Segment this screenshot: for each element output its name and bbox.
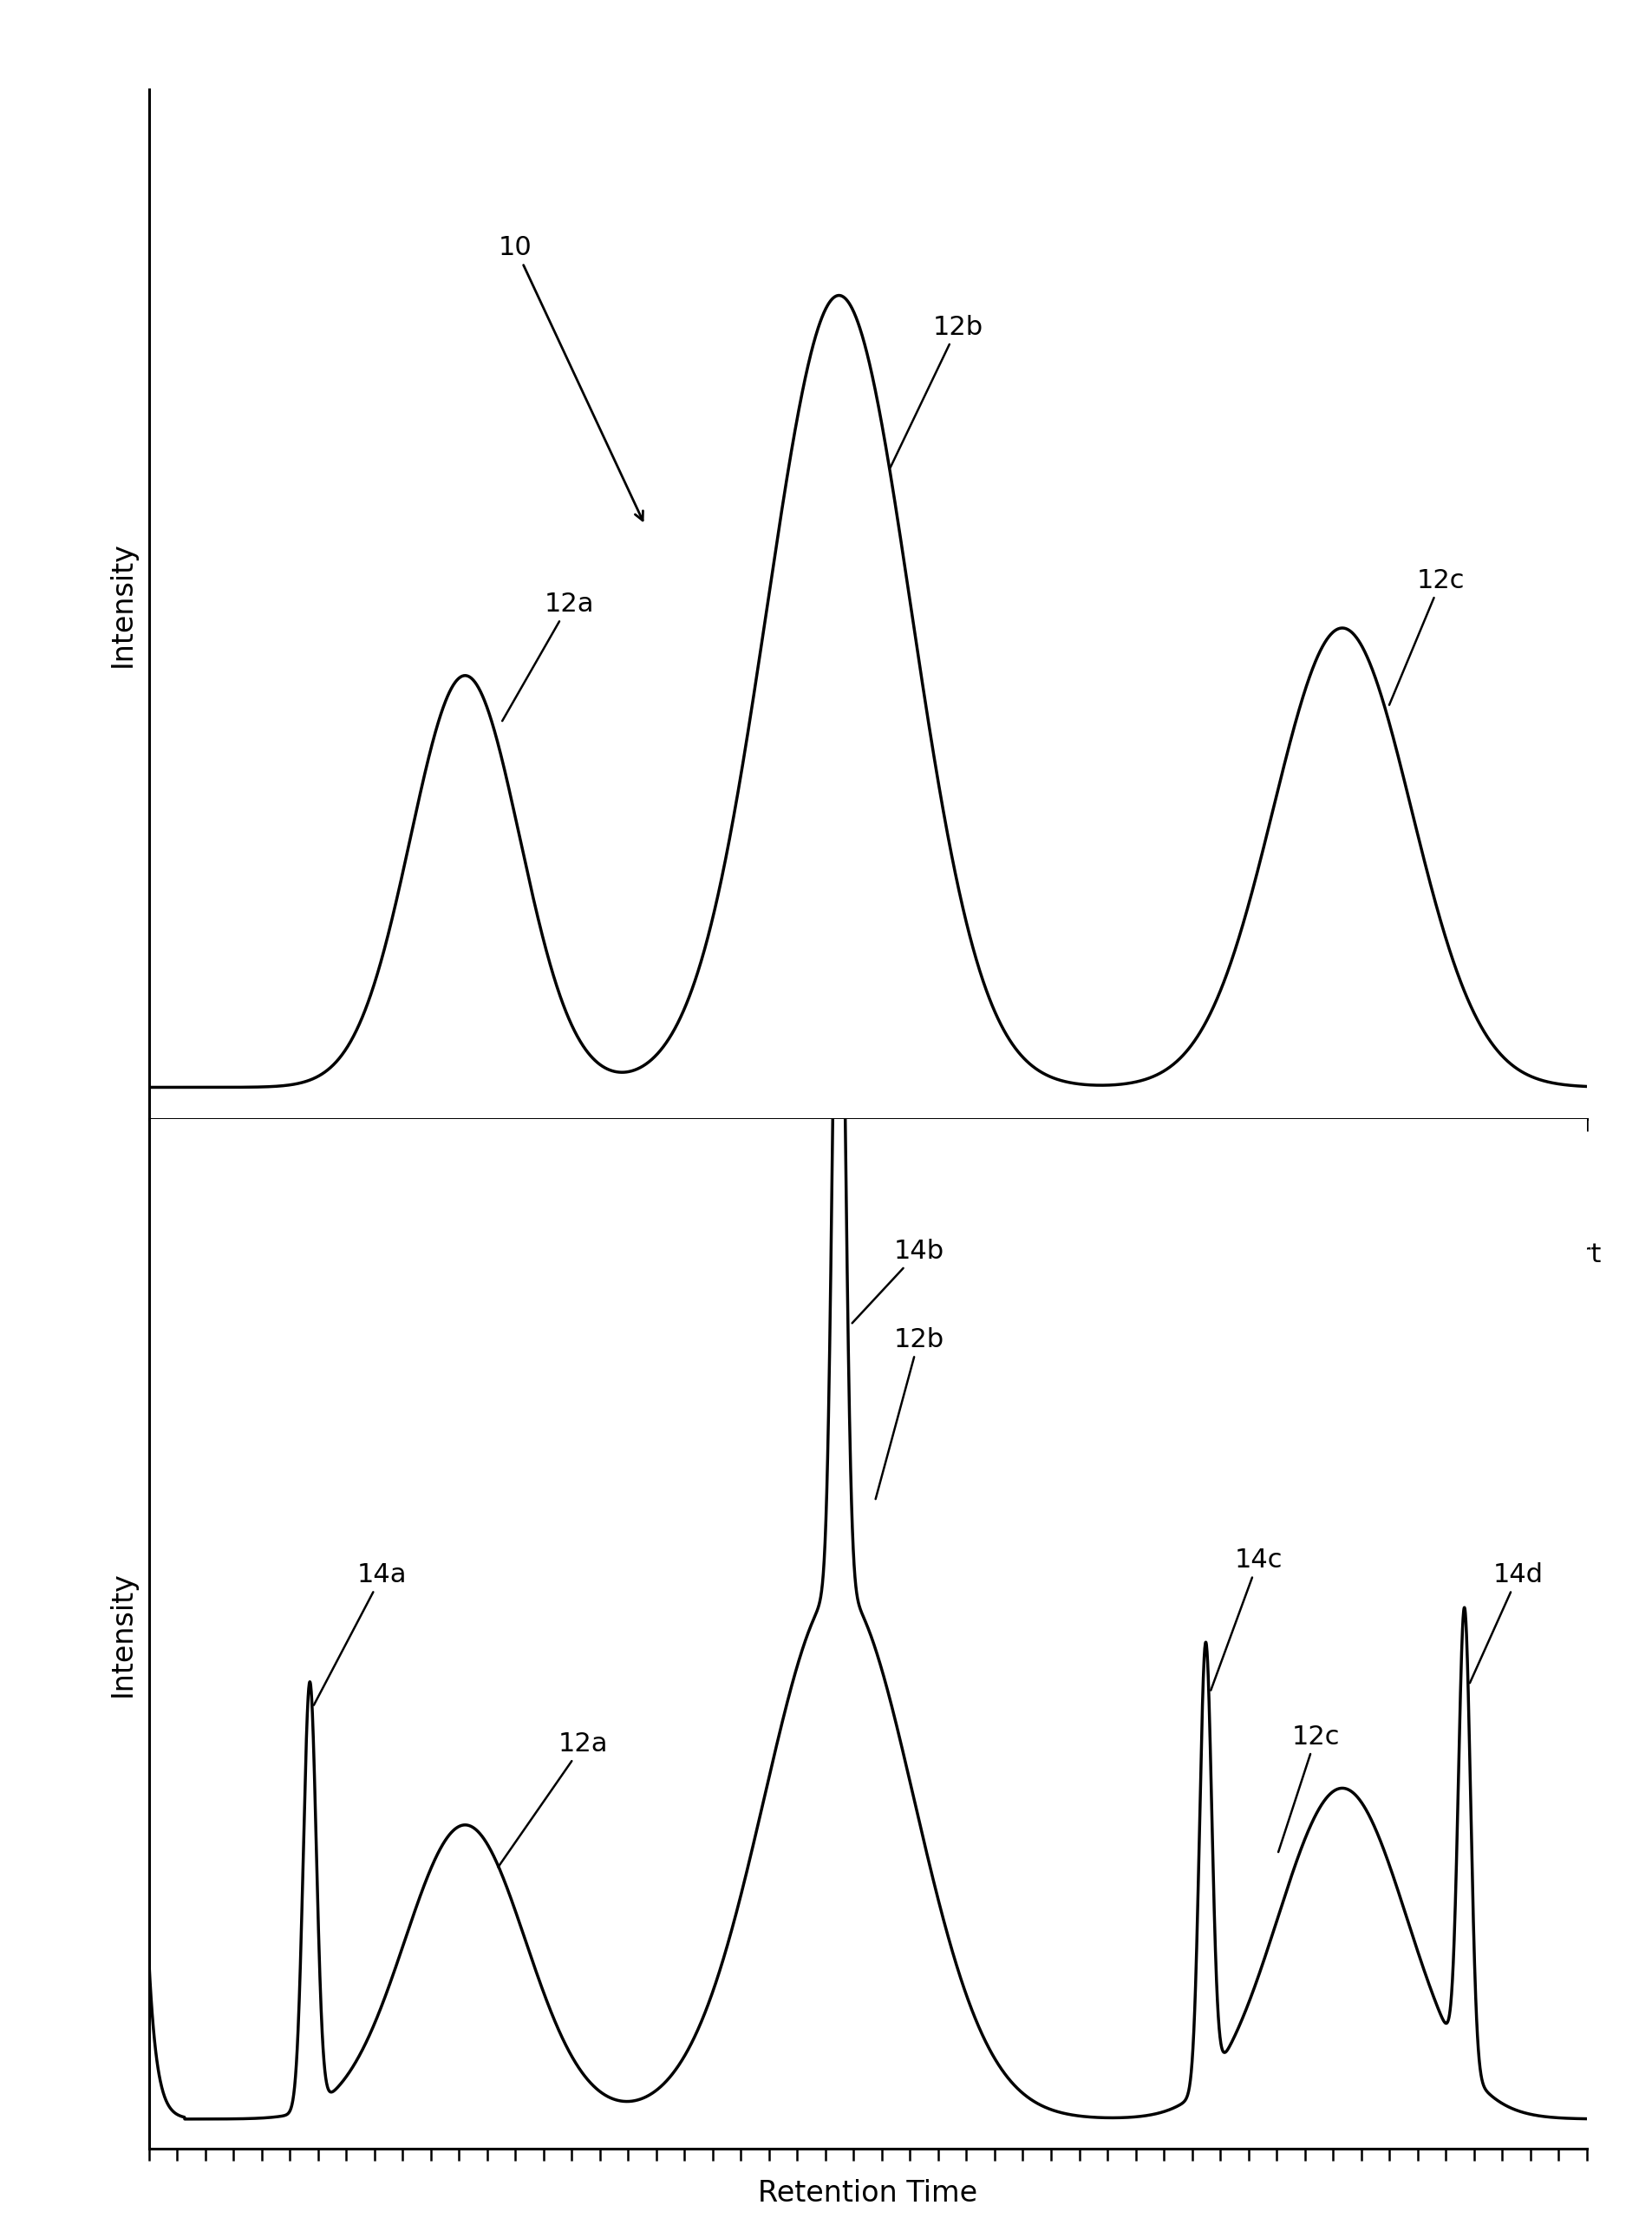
Text: 14a: 14a <box>314 1562 406 1705</box>
X-axis label: Retention Time: Retention Time <box>758 2180 976 2209</box>
Text: 12b: 12b <box>876 1327 943 1499</box>
Text: 12a: 12a <box>497 1732 608 1866</box>
Text: 12c: 12c <box>1389 568 1464 705</box>
Text: 14d: 14d <box>1469 1562 1543 1683</box>
Text: 14c: 14c <box>1211 1549 1282 1690</box>
Text: 10: 10 <box>499 235 643 521</box>
Text: FIG. 1A: FIG. 1A <box>793 1345 942 1381</box>
Text: 12b: 12b <box>890 316 983 468</box>
Y-axis label: Intensity: Intensity <box>107 542 137 667</box>
Text: 12a: 12a <box>502 591 593 721</box>
Text: Prior Art: Prior Art <box>1492 1242 1601 1267</box>
X-axis label: Retention Time: Retention Time <box>758 1150 976 1179</box>
Text: 12c: 12c <box>1277 1723 1340 1853</box>
Y-axis label: Intensity: Intensity <box>107 1571 137 1696</box>
Text: 14b: 14b <box>852 1240 943 1323</box>
